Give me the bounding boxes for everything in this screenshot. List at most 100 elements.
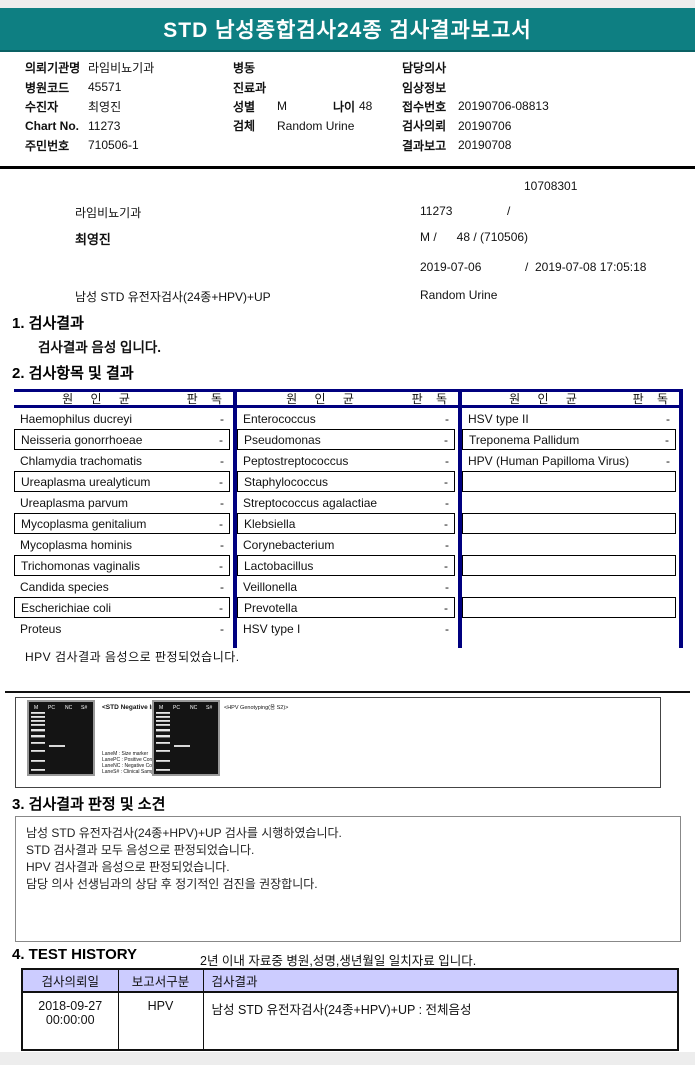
info-value-2: 48 [359, 99, 373, 114]
organism-result: - [666, 411, 670, 426]
comment-line: 담당 의사 선생님과의 상담 후 정기적인 검진을 권장합니다. [26, 877, 318, 891]
organism-result: - [666, 453, 670, 468]
result-table-column: 원 인 균 판 독 Enterococcus - Pseudomonas - P… [237, 392, 462, 648]
gel-legend-line: LaneS# : Clinical Sample [102, 769, 158, 775]
organism-name: Ureaplasma urealyticum [21, 474, 151, 489]
info-label: 접수번호 [402, 99, 447, 114]
lane-label-pc: PC [48, 705, 55, 711]
organism-name: Klebsiella [244, 516, 296, 531]
organism-row: Ureaplasma parvum - [14, 492, 230, 513]
gel-legend-line: LaneNC : Negative Control [102, 763, 162, 769]
lane-label-s: S# [206, 705, 212, 711]
info-row: 병원코드 45571 [25, 77, 225, 96]
organism-result: - [665, 432, 669, 447]
organism-result: - [219, 474, 223, 489]
info-label: 결과보고 [402, 138, 447, 153]
section4-title: 4. TEST HISTORY [12, 946, 138, 963]
pc-band [49, 745, 65, 747]
info-row: 검체 Random Urine [233, 116, 398, 135]
organism-row: HSV type II - [462, 408, 676, 429]
result-table-header: 원 인 균 판 독 [237, 392, 458, 408]
info-value: 45571 [88, 80, 122, 95]
organism-result: - [220, 453, 224, 468]
header-organism: 원 인 균 [286, 392, 361, 406]
organism-name: Mycoplasma genitalium [21, 516, 147, 531]
organism-result: - [445, 537, 449, 552]
comment-line: 남성 STD 유전자검사(24종+HPV)+UP 검사를 시행하였습니다. [26, 826, 342, 840]
header-organism: 원 인 균 [62, 392, 137, 406]
organism-row: Klebsiella - [237, 513, 455, 534]
organism-result: - [219, 516, 223, 531]
info-row: 의뢰기관명 라임비뇨기과 [25, 58, 225, 77]
info-row: 진료과 [233, 77, 398, 96]
info-label: 진료과 [233, 80, 267, 95]
info-value: M [277, 99, 287, 114]
history-header-row: 검사의뢰일 보고서구분 검사결과 [21, 968, 679, 993]
organism-result: - [220, 411, 224, 426]
info-value: 라임비뇨기과 [88, 61, 155, 76]
info-row: 결과보고 20190708 [402, 136, 687, 155]
organism-name: Prevotella [244, 600, 298, 615]
organism-name: Pseudomonas [244, 432, 321, 447]
history-row: 2018-09-27 00:00:00 HPV 남성 STD 유전자검사(24종… [21, 991, 679, 1051]
summary-report-datetime: / 2019-07-08 17:05:18 [525, 260, 647, 274]
info-value: 11273 [88, 118, 121, 133]
organism-name: Neisseria gonorrhoeae [21, 432, 143, 447]
bottom-strip [0, 1052, 695, 1065]
organism-result: - [445, 579, 449, 594]
organism-name: Chlamydia trachomatis [20, 453, 143, 468]
info-row: 병동 [233, 58, 398, 77]
organism-name: HSV type I [243, 621, 301, 636]
organism-result: - [219, 558, 223, 573]
lane-label-pc: PC [173, 705, 180, 711]
info-label: 검사의뢰 [402, 119, 447, 134]
history-date: 2018-09-27 [38, 999, 103, 1013]
organism-row [462, 618, 676, 639]
history-header-result: 검사결과 [202, 968, 679, 993]
section1-title: 1. 검사결과 [12, 315, 84, 332]
organism-row [462, 597, 676, 618]
info-label: 병동 [233, 61, 256, 76]
info-row: 주민번호 710506-1 [25, 136, 225, 155]
organism-row: Pseudomonas - [237, 429, 455, 450]
info-col-left: 의뢰기관명 라임비뇨기과 병원코드 45571 수진자 최영진 Chart No… [25, 58, 225, 155]
info-row: 성별 M 나이 48 [233, 97, 398, 116]
history-result-cell: 남성 STD 유전자검사(24종+HPV)+UP : 전체음성 [202, 991, 679, 1051]
history-note: 2년 이내 자료중 병원,성명,생년월일 일치자료 입니다. [200, 954, 477, 968]
header-result: 판 독 [186, 392, 227, 406]
organism-result: - [444, 558, 448, 573]
info-label: Chart No. [25, 118, 79, 133]
lane-label-m: M [159, 705, 163, 711]
summary-slash: / [507, 204, 511, 218]
organism-name: Ureaplasma parvum [20, 495, 129, 510]
info-label: 검체 [233, 119, 256, 134]
report-banner: STD 남성종합검사24종 검사결과보고서 [0, 8, 695, 52]
std-gel-label: <STD Negative Image> [102, 704, 172, 711]
hpv-result-note: HPV 검사결과 음성으로 판정되었습니다. [25, 650, 240, 664]
organism-name: Escherichiae coli [21, 600, 112, 615]
summary-chart-no: 11273 [420, 204, 453, 218]
info-row: 접수번호 20190706-08813 [402, 97, 687, 116]
organism-row [462, 576, 676, 597]
organism-row [462, 513, 676, 534]
result-table-column: 원 인 균 판 독 Haemophilus ducreyi - Neisseri… [14, 392, 237, 648]
organism-row: HSV type I - [237, 618, 455, 639]
info-value: 20190706-08813 [458, 99, 549, 114]
size-marker-ladder [156, 712, 170, 771]
summary-sex-age-birth: M / 48 / (710506) [420, 230, 529, 244]
organism-result: - [220, 579, 224, 594]
organism-name: Enterococcus [243, 411, 316, 426]
organism-result: - [444, 474, 448, 489]
info-label: 담당의사 [402, 61, 447, 76]
gel-images: M PC NC S# <STD Negative Image> LaneM : … [27, 700, 288, 776]
organism-name: Mycoplasma hominis [20, 537, 133, 552]
organism-row [462, 555, 676, 576]
organism-result: - [445, 411, 449, 426]
organism-row: Lactobacillus - [237, 555, 455, 576]
organism-row: Veillonella - [237, 576, 455, 597]
section3-comment-box: 남성 STD 유전자검사(24종+HPV)+UP 검사를 시행하였습니다. ST… [15, 816, 681, 942]
organism-result: - [444, 600, 448, 615]
organism-result: - [445, 495, 449, 510]
organism-name: Candida species [20, 579, 109, 594]
section1-body: 검사결과 음성 입니다. [38, 340, 162, 355]
